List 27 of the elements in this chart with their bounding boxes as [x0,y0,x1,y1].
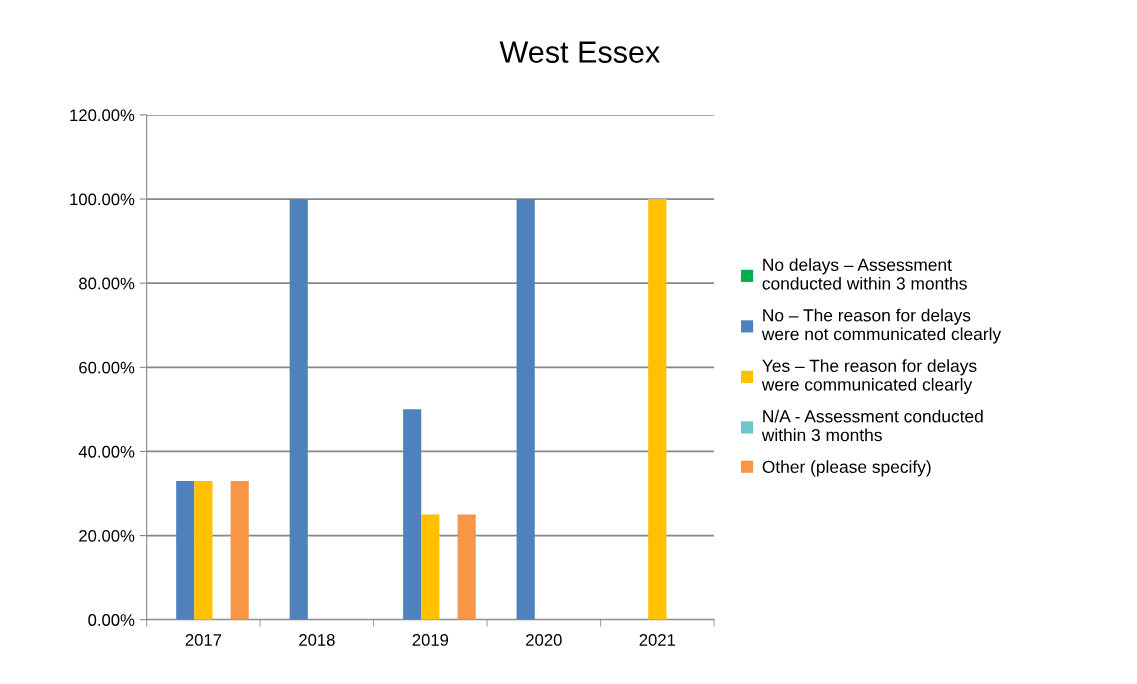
y-tick-label: 80.00% [79,277,135,290]
x-tick-label: 2017 [185,634,222,646]
legend-label: Other (please specify) [762,460,931,477]
y-tick-label: 120.00% [70,109,135,122]
x-tick-label: 2021 [639,634,676,646]
y-tick-label: 100.00% [70,193,135,206]
bar [516,199,535,620]
x-tick-label: 2020 [526,634,562,646]
bar [457,514,476,620]
y-tick-label: 0.00% [88,614,135,626]
bar [289,199,308,620]
legend-label: No delays – Assessment conducted within 3 months [762,258,967,290]
bar [194,480,213,620]
bar [403,409,422,620]
bar [421,514,440,620]
x-tick-label: 2018 [299,634,335,646]
chart-title: West Essex [499,41,660,63]
y-tick-label: 20.00% [79,529,135,542]
bar [230,480,249,620]
legend-label: Yes – The reason for delays were communicated clearly [761,359,977,395]
bar [176,480,195,620]
legend-label: N/A - Assessment conducted within 3 months [761,409,983,442]
y-tick-label: 40.00% [78,445,135,458]
y-tick-label: 60.00% [79,361,135,374]
legend-label: No – The reason for delays were not communicated clearly [761,308,1002,344]
x-tick-label: 2019 [412,634,449,646]
bar [648,199,667,620]
